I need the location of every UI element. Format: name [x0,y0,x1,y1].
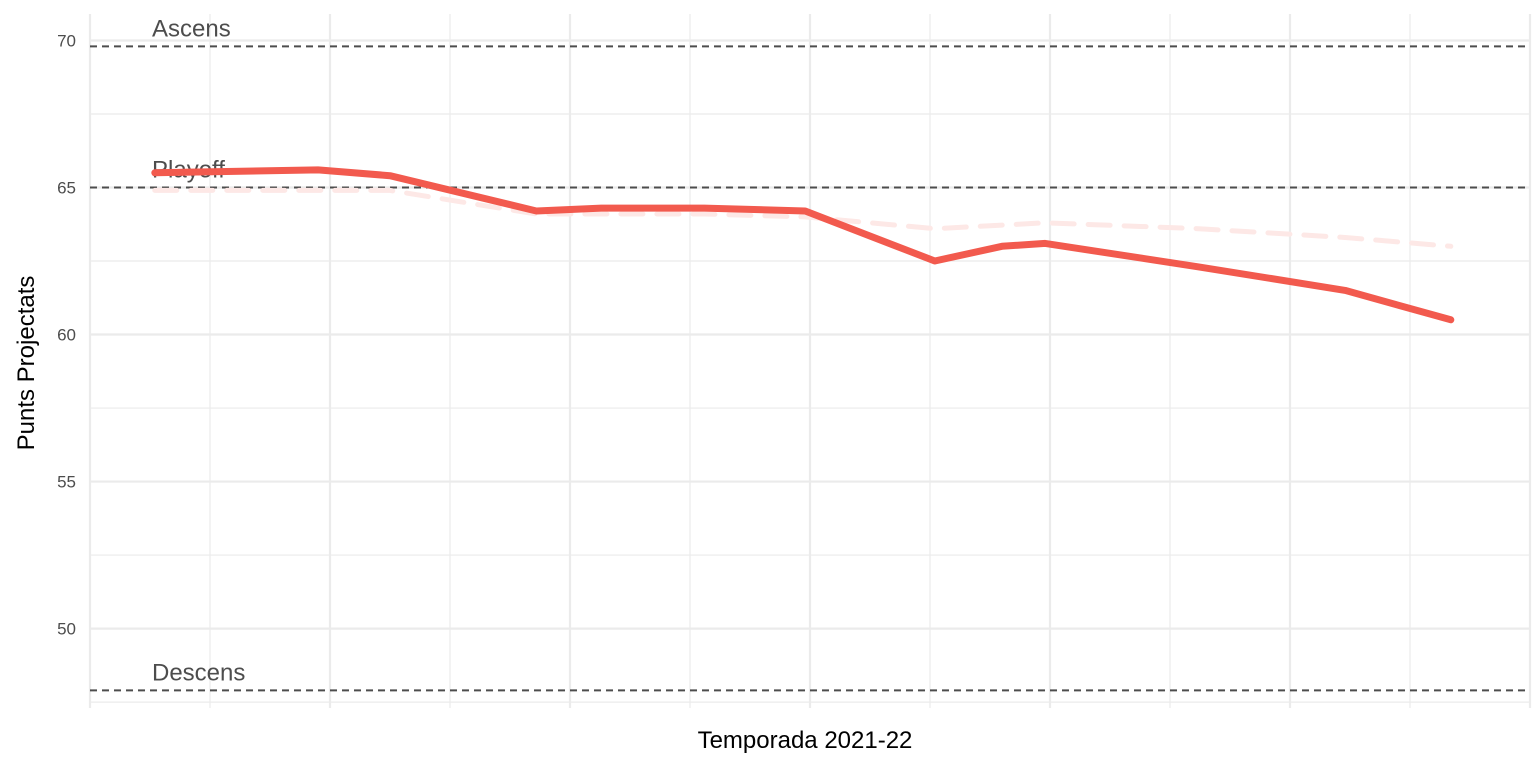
data-series [151,166,1455,324]
series-line-dashed [152,187,1454,249]
y-tick-label: 70 [57,31,76,50]
y-tick-label: 55 [57,473,76,492]
y-tick-label: 60 [57,326,76,345]
y-axis-title: Punts Projectats [13,276,40,451]
reference-label: Ascens [152,15,231,42]
y-axis-ticks: 50 55 60 65 70 [57,31,76,638]
series-line-main [151,166,1455,324]
y-tick-label: 65 [57,179,76,198]
y-tick-label: 50 [57,620,76,639]
reference-label: Descens [152,659,245,686]
grid-lines [88,14,1532,708]
x-axis-title: Temporada 2021-22 [698,727,913,754]
